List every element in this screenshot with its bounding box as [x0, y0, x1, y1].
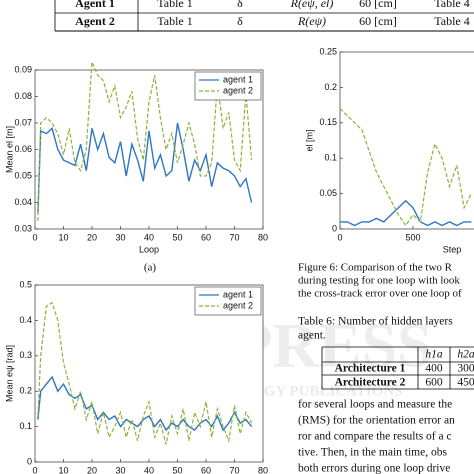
legend-label: agent 1 [223, 289, 253, 299]
y-tick-label: 0.03 [14, 223, 32, 233]
table-cell: R(eψ) [297, 14, 326, 28]
y-tick-label: 0.06 [14, 144, 32, 154]
x-tick-label: 20 [87, 465, 97, 474]
y-tick-label: 0.09 [14, 64, 32, 74]
chart: 0 0.05 0.1 0.15 0.2 0.25 0 500 Step el [m] [304, 46, 474, 254]
x-tick-label: 70 [229, 232, 239, 242]
legend-label: agent 2 [223, 300, 253, 310]
table-cell: Table 4 [434, 14, 469, 28]
y-tick-label: 0 [27, 456, 32, 466]
x-tick-label: 50 [172, 465, 182, 474]
x-axis-label: Loop [139, 244, 159, 254]
x-tick-label: 40 [144, 232, 154, 242]
y-tick-label: 0.1 [19, 421, 32, 431]
figure-caption: during testing for one loop with look [298, 275, 460, 287]
y-axis-label: el [m] [304, 129, 314, 151]
x-tick-label: 70 [229, 465, 239, 474]
y-tick-label: 0.1 [324, 153, 337, 163]
table-cell: Table 4 [434, 0, 469, 10]
row-header: Agent 1 [75, 0, 115, 10]
y-tick-label: 0.4 [19, 315, 32, 325]
x-axis-label: Step [443, 244, 462, 254]
row-header: Architecture 1 [335, 363, 406, 375]
y-tick-label: 0.05 [14, 170, 32, 180]
x-tick-label: 80 [258, 465, 268, 474]
figure-caption: the cross-track error over one loop of [298, 288, 462, 300]
x-tick-label: 30 [115, 465, 125, 474]
x-tick-label: 30 [115, 232, 125, 242]
chart: 0 0.1 0.2 0.3 0.4 0.5 0 10 20 30 40 50 60 70 80 agent 1… [4, 279, 268, 474]
y-tick-label: 0.5 [19, 279, 32, 289]
top-table [54, 0, 474, 32]
x-tick-label: 60 [201, 232, 211, 242]
x-tick-label: 20 [87, 232, 97, 242]
x-tick-label: 80 [258, 232, 268, 242]
x-tick-label: 0 [32, 232, 37, 242]
table-cell: Table 1 [157, 14, 192, 28]
y-tick-label: 0.08 [14, 91, 32, 101]
x-tick-label: 10 [58, 232, 68, 242]
body-text: tive. Then, in the main time, obs [298, 447, 447, 459]
x-tick-label: 500 [405, 232, 420, 242]
legend-label: agent 1 [223, 74, 253, 84]
series-line [37, 61, 253, 222]
chart: 0.03 0.04 0.05 0.06 0.07 0.08 0.09 0 10 20 30 40 50 6… [4, 61, 268, 254]
x-tick-label: 0 [337, 232, 342, 242]
y-tick-label: 0.2 [19, 386, 32, 396]
table-header: h2a [457, 349, 474, 361]
plot-frame [339, 51, 474, 230]
x-tick-label: 40 [144, 465, 154, 474]
table-cell: Table 1 [157, 0, 192, 10]
legend-label: agent 2 [223, 85, 253, 95]
table-caption: Table 6: Number of hidden layers [298, 316, 453, 328]
y-tick-label: 0.25 [319, 46, 337, 56]
x-tick-label: 60 [201, 465, 211, 474]
table-cell: 400 [425, 363, 443, 375]
table-cell: δ [237, 14, 243, 28]
table-6-frame [321, 346, 474, 390]
y-tick-label: 0.04 [14, 197, 32, 207]
series-line [340, 199, 472, 227]
x-tick-label: 0 [32, 465, 37, 474]
body-text: (RMS) for the orientation error an [298, 415, 455, 427]
y-tick-label: 0 [332, 223, 337, 233]
series-line [37, 122, 253, 214]
y-tick-label: 0.2 [324, 82, 337, 92]
legend-box [194, 71, 262, 101]
table-cell: 60 [cm] [359, 0, 397, 10]
legend-box [194, 286, 262, 316]
row-header: Agent 2 [75, 14, 115, 28]
series-line [339, 108, 472, 227]
table-cell: 300 [457, 363, 474, 375]
x-tick-label: 10 [58, 465, 68, 474]
row-header: Architecture 2 [335, 377, 406, 389]
y-axis-label: Mean eψ [rad] [4, 345, 14, 402]
y-axis-label: Mean el [m] [4, 126, 14, 173]
body-text: ror and compare the results of a c [298, 431, 452, 443]
y-tick-label: 0.15 [319, 117, 337, 127]
body-text: both errors during one loop drive [298, 463, 450, 474]
table-header: h1a [425, 349, 443, 361]
table-cell: 60 [cm] [359, 14, 397, 28]
subfigure-label: (a) [144, 262, 157, 274]
y-tick-label: 0.05 [319, 188, 337, 198]
y-tick-label: 0.3 [19, 350, 32, 360]
body-text: for several loops and measure the [298, 399, 452, 411]
figure-caption: Figure 6: Comparison of the two R [298, 262, 453, 274]
table-cell: δ [237, 0, 243, 10]
table-cell: 600 [425, 377, 443, 389]
table-cell: R(eψ, el) [290, 0, 334, 10]
y-tick-label: 0.07 [14, 117, 32, 127]
x-tick-label: 50 [172, 232, 182, 242]
table-caption: agent. [298, 330, 326, 342]
table-cell: 450 [457, 377, 474, 389]
